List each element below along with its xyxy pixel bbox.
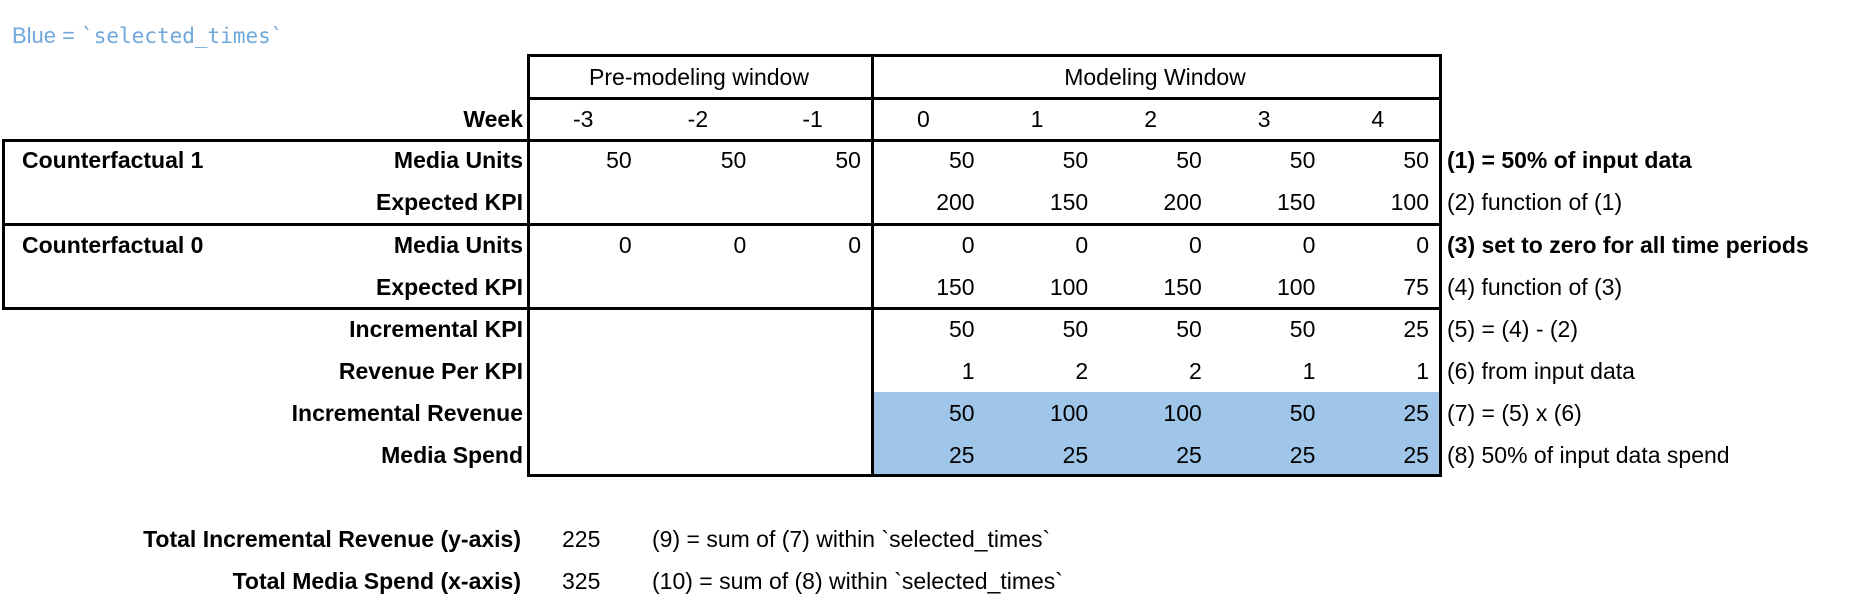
table-cell: 50: [949, 147, 975, 173]
table-cell: 0: [1075, 232, 1089, 258]
table-cell: 100: [1049, 274, 1089, 300]
row-label: Expected KPI: [376, 189, 523, 215]
table-cell: 0: [848, 232, 861, 258]
row-group-label: Counterfactual 1: [22, 147, 204, 173]
table-cell: 150: [1049, 189, 1089, 215]
table-cell: 200: [936, 189, 975, 215]
total-note: (10) = sum of (8) within `selected_times…: [652, 568, 1063, 594]
row-note: (7) = (5) x (6): [1447, 400, 1582, 426]
row-label: Media Units: [393, 147, 523, 173]
table-cell: 0: [1302, 232, 1316, 258]
table-cell: 0: [1416, 232, 1429, 258]
table-cell: 50: [1062, 147, 1089, 173]
row-label: Expected KPI: [376, 274, 523, 300]
table-cell: 25: [1062, 442, 1089, 468]
table-cell: 50: [835, 147, 861, 173]
table-cell: 100: [1163, 400, 1202, 426]
total-note: (9) = sum of (7) within `selected_times`: [652, 526, 1051, 552]
table-cell: 50: [606, 147, 632, 173]
row-label: Media Spend: [381, 442, 523, 468]
table-cell: 0: [961, 232, 975, 258]
table-cell: 25: [1289, 442, 1316, 468]
table-cell: 1: [1416, 358, 1429, 384]
table-cell: 50: [1403, 147, 1429, 173]
table-cell: 50: [720, 147, 747, 173]
grid-line: [527, 97, 1442, 100]
table-cell: 25: [949, 442, 975, 468]
total-label: Total Media Spend (x-axis): [232, 568, 521, 594]
grid-line: [1439, 54, 1442, 477]
table-cell: 25: [1403, 442, 1429, 468]
week-header: -2: [687, 106, 709, 132]
week-header: -3: [573, 106, 594, 132]
table-cell: 50: [949, 400, 975, 426]
table-cell: 50: [1176, 316, 1202, 342]
modeling-window-header: Modeling Window: [1064, 64, 1246, 90]
row-note: (8) 50% of input data spend: [1447, 442, 1730, 468]
week-header: 4: [1371, 106, 1385, 132]
row-label: Incremental Revenue: [291, 400, 523, 426]
week-header: 2: [1144, 106, 1157, 132]
table-cell: 1: [961, 358, 975, 384]
week-header: -1: [802, 106, 823, 132]
row-note: (6) from input data: [1447, 358, 1635, 384]
table-cell: 150: [1163, 274, 1202, 300]
row-note: (5) = (4) - (2): [1447, 316, 1578, 342]
row-note: (3) set to zero for all time periods: [1447, 232, 1809, 258]
total-label: Total Incremental Revenue (y-axis): [143, 526, 521, 552]
row-note: (4) function of (3): [1447, 274, 1623, 300]
week-label: Week: [463, 106, 523, 132]
table-cell: 0: [618, 232, 632, 258]
grid-line: [871, 54, 874, 477]
legend: Blue = `selected_times`: [12, 22, 283, 50]
table-cell: 1: [1302, 358, 1316, 384]
pre-window-header: Pre-modeling window: [589, 64, 809, 90]
table-cell: 0: [733, 232, 747, 258]
table-cell: 100: [1049, 400, 1089, 426]
table-cell: 25: [1403, 400, 1429, 426]
legend-code: `selected_times`: [81, 24, 284, 48]
table-cell: 50: [1289, 147, 1316, 173]
table-cell: 50: [949, 316, 975, 342]
legend-prefix: Blue =: [12, 23, 82, 48]
total-value: 325: [562, 568, 601, 594]
grid-line: [527, 54, 1442, 57]
grid-line: [2, 139, 1442, 142]
row-note: (2) function of (1): [1447, 189, 1623, 215]
week-header: 0: [917, 106, 930, 132]
row-label: Incremental KPI: [349, 316, 523, 342]
total-value: 225: [562, 526, 601, 552]
table-cell: 2: [1188, 358, 1202, 384]
week-header: 3: [1257, 106, 1271, 132]
row-label: Media Units: [393, 232, 523, 258]
grid-line: [2, 223, 1442, 226]
table-cell: 25: [1403, 316, 1429, 342]
table-cell: 2: [1075, 358, 1089, 384]
table-cell: 50: [1176, 147, 1202, 173]
week-header: 1: [1030, 106, 1044, 132]
grid-line: [527, 474, 1442, 477]
table-cell: 150: [936, 274, 975, 300]
table-cell: 75: [1403, 274, 1429, 300]
row-note: (1) = 50% of input data: [1447, 147, 1692, 173]
row-label: Revenue Per KPI: [338, 358, 523, 384]
grid-line: [527, 54, 530, 477]
table-cell: 50: [1289, 400, 1316, 426]
table-cell: 50: [1062, 316, 1089, 342]
row-group-label: Counterfactual 0: [22, 232, 204, 258]
table-cell: 0: [1188, 232, 1202, 258]
highlight-region: [871, 392, 1439, 475]
grid-line: [2, 139, 5, 310]
table-cell: 25: [1176, 442, 1202, 468]
table-cell: 50: [1289, 316, 1316, 342]
table-cell: 100: [1277, 274, 1316, 300]
grid-line: [2, 307, 1442, 310]
table-cell: 200: [1163, 189, 1202, 215]
table-cell: 150: [1277, 189, 1316, 215]
table-cell: 100: [1390, 189, 1429, 215]
